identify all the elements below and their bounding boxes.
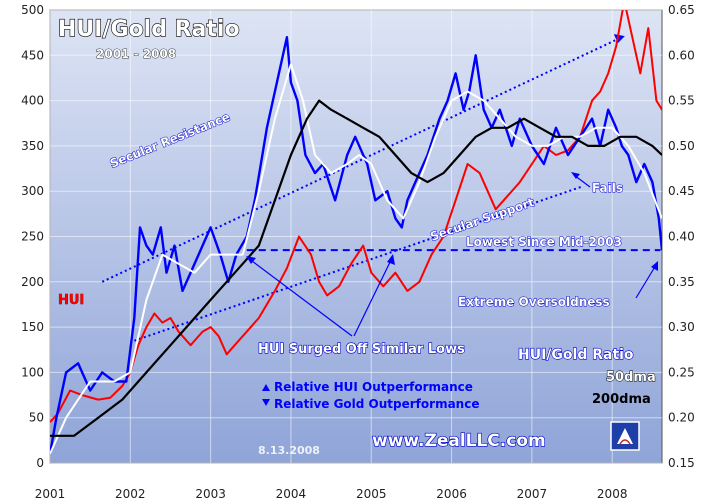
y-right-tick-label: 0.50 xyxy=(668,139,695,153)
y-left-tick-label: 0 xyxy=(36,456,44,470)
x-tick-label: 2001 xyxy=(35,487,66,501)
y-left-tick-label: 50 xyxy=(29,411,44,425)
y-right-tick-label: 0.40 xyxy=(668,230,695,244)
annotation-arrows xyxy=(246,172,658,337)
series-line-hui xyxy=(50,10,662,423)
secular-support-line xyxy=(134,185,583,342)
y-left-tick-label: 250 xyxy=(21,230,44,244)
surged-arrow-right xyxy=(353,257,393,337)
ratio-label: HUI/Gold Ratio xyxy=(518,347,634,363)
dma200-label: 200dma xyxy=(592,392,651,407)
zeal-logo xyxy=(610,421,640,451)
website-label: www.ZealLLC.com xyxy=(372,431,546,451)
oversold-label: Extreme Oversoldness xyxy=(458,295,610,309)
chart-title: HUI/Gold Ratio xyxy=(58,17,240,42)
y-right-tick-label: 0.55 xyxy=(668,94,695,108)
y-right-tick-label: 0.20 xyxy=(668,411,695,425)
y-left-tick-label: 500 xyxy=(21,3,44,17)
x-tick-label: 2004 xyxy=(276,487,307,501)
resistance-arrow-head xyxy=(613,34,625,44)
fails-label: Fails xyxy=(592,181,623,195)
x-tick-label: 2005 xyxy=(356,487,387,501)
oversold-arrow xyxy=(635,264,657,299)
y-left-tick-label: 100 xyxy=(21,365,44,379)
grid xyxy=(49,9,662,464)
y-left-tick-label: 350 xyxy=(21,139,44,153)
y-right-tick-label: 0.15 xyxy=(668,456,695,470)
series-line-50dma xyxy=(50,63,662,455)
surged-label: HUI Surged Off Similar Lows xyxy=(258,342,465,357)
y-axis-right: 0.15 0.20 0.25 0.30 0.35 0.40 0.45 0.50 0.55 0.60… xyxy=(668,3,695,470)
legend-up-text: Relative HUI Outperformance xyxy=(274,380,473,394)
x-tick-label: 2007 xyxy=(517,487,548,501)
series-line-hui-gold-ratio xyxy=(50,36,662,455)
legend-down-text: Relative Gold Outperformance xyxy=(274,397,479,411)
fails-arrow-head xyxy=(571,172,580,179)
y-left-tick-label: 150 xyxy=(21,320,44,334)
series-lines xyxy=(50,10,662,455)
x-tick-label: 2003 xyxy=(195,487,226,501)
y-left-tick-label: 200 xyxy=(21,275,44,289)
trend-lines xyxy=(101,34,661,342)
y-axis-left: 0 50 100 150 200 250 300 350 400 450 500 xyxy=(21,3,44,470)
y-right-tick-label: 0.60 xyxy=(668,48,695,62)
lowest-label: Lowest Since Mid-2003 xyxy=(466,235,622,249)
legend: Relative HUI Outperformance Relative Gol… xyxy=(262,380,479,411)
y-right-tick-label: 0.35 xyxy=(668,275,695,289)
y-left-tick-label: 400 xyxy=(21,94,44,108)
date-stamp: 8.13.2008 xyxy=(258,444,320,457)
y-left-tick-label: 300 xyxy=(21,184,44,198)
chart-subtitle: 2001 - 2008 xyxy=(96,47,176,61)
y-right-tick-label: 0.65 xyxy=(668,3,695,17)
y-right-tick-label: 0.30 xyxy=(668,320,695,334)
surged-arrow-left xyxy=(247,257,353,337)
surged-arrow-right-head xyxy=(387,254,395,265)
secular-resistance-line xyxy=(101,36,623,283)
x-tick-label: 2008 xyxy=(597,487,628,501)
surged-arrow-left-head xyxy=(246,256,256,264)
x-tick-label: 2002 xyxy=(115,487,146,501)
x-tick-label: 2006 xyxy=(436,487,467,501)
series-line-200dma xyxy=(50,99,662,437)
up-arrow-icon xyxy=(262,384,270,391)
oversold-arrow-head xyxy=(651,261,658,271)
y-right-tick-label: 0.45 xyxy=(668,184,695,198)
dma50-label: 50dma xyxy=(606,370,656,385)
y-left-tick-label: 450 xyxy=(21,48,44,62)
down-arrow-icon xyxy=(262,399,270,406)
x-axis: 2001 2002 2003 2004 2005 2006 2007 2008 xyxy=(35,487,628,501)
y-right-tick-label: 0.25 xyxy=(668,365,695,379)
hui-label: HUI xyxy=(58,293,84,308)
